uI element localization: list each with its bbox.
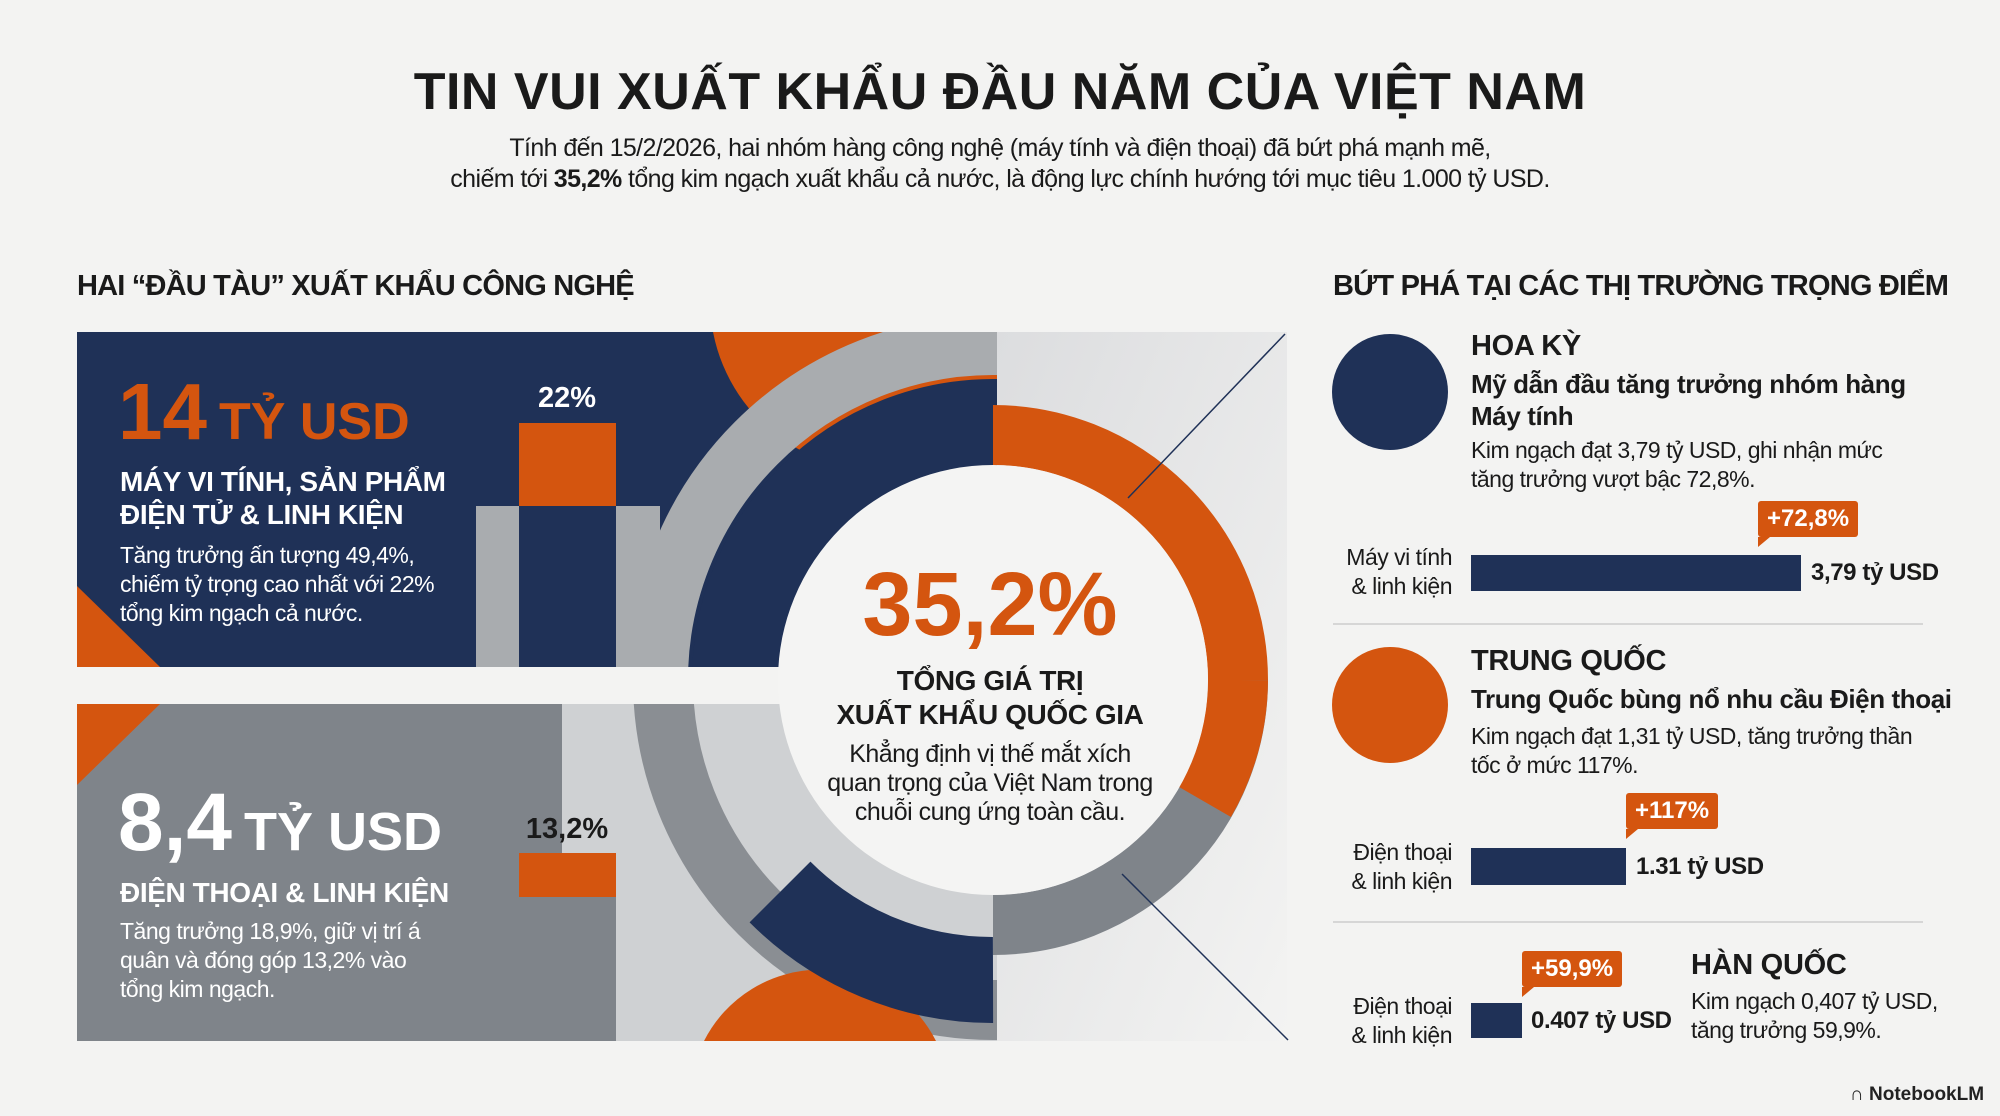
subtitle-highlight: 35,2% [553, 165, 622, 193]
notebooklm-icon: ∩ [1850, 1084, 1864, 1105]
body-line: quan trọng của Việt Nam trong [827, 769, 1153, 797]
china-bar [1471, 848, 1626, 885]
china-body: Kim ngạch đạt 1,31 tỷ USD, tăng trưởng t… [1471, 722, 1913, 780]
china-growth-badge: +117% [1626, 793, 1719, 839]
label-line: & linh kiện [1351, 1022, 1452, 1048]
divider [1333, 623, 1923, 625]
korea-country: HÀN QUỐC [1691, 949, 1847, 981]
subtitle-line-2: chiếm tới 35,2% tổng kim ngạch xuất khẩu… [0, 165, 2000, 194]
value-unit: TỶ USD [244, 802, 443, 862]
page-title: TIN VUI XUẤT KHẨU ĐẦU NĂM CỦA VIỆT NAM [413, 63, 1587, 121]
china-bar-value: 1.31 tỷ USD [1636, 853, 1764, 880]
label-line: & linh kiện [1351, 868, 1452, 894]
value-number: 14 [118, 367, 207, 456]
computers-title: MÁY VI TÍNH, SẢN PHẨM ĐIỆN TỬ & LINH KIỆN [120, 465, 446, 531]
label-line: Điện thoại [1353, 993, 1452, 1019]
china-bar-label: Điện thoại & linh kiện [1302, 838, 1452, 896]
body-line: quân và đóng góp 13,2% vào [120, 947, 407, 973]
korea-bar-label: Điện thoại & linh kiện [1302, 992, 1452, 1050]
phones-body: Tăng trưởng 18,9%, giữ vị trí á quân và đ… [120, 917, 421, 1004]
body-line: tổng kim ngạch cả nước. [120, 600, 363, 626]
center-circle [778, 465, 1208, 895]
body-line: chuỗi cung ứng toàn cầu. [854, 798, 1126, 826]
korea-bar-value: 0.407 tỷ USD [1531, 1007, 1672, 1034]
value-number: 8,4 [118, 777, 232, 868]
title-line: XUẤT KHẨU QUỐC GIA [836, 699, 1144, 730]
computers-body: Tăng trưởng ấn tượng 49,4%, chiếm tỷ trọn… [120, 541, 435, 628]
subtitle-line-1: Tính đến 15/2/2026, hai nhóm hàng công n… [509, 134, 1491, 162]
body-line: Kim ngạch đạt 1,31 tỷ USD, tăng trưởng t… [1471, 723, 1913, 749]
center-title: TỔNG GIÁ TRỊ XUẤT KHẨU QUỐC GIA [790, 664, 1190, 732]
right-section-heading: BỨT PHÁ TẠI CÁC THỊ TRƯỜNG TRỌNG ĐIỂM [1333, 270, 1949, 302]
value-unit: TỶ USD [218, 393, 410, 451]
usa-country: HOA KỲ [1471, 330, 1581, 362]
center-value: 35,2% [862, 555, 1118, 655]
center-body: Khẳng định vị thế mắt xích quan trọng của… [790, 740, 1190, 827]
korea-bar [1471, 1003, 1522, 1038]
subtitle-text: tổng kim ngạch xuất khẩu cả nước, là độn… [621, 165, 1550, 193]
usa-headline: Mỹ dẫn đầu tăng trưởng nhóm hàng Máy tính [1471, 368, 1906, 432]
share-bar-phones [519, 853, 616, 897]
notebooklm-logo: ∩ NotebookLM [1850, 1084, 1984, 1106]
headline-line: Máy tính [1471, 401, 1574, 431]
body-line: Khẳng định vị thế mắt xích [849, 740, 1131, 768]
body-line: tăng trưởng vượt bậc 72,8%. [1471, 466, 1756, 492]
divider [1333, 921, 1923, 923]
usa-body: Kim ngạch đạt 3,79 tỷ USD, ghi nhận mức t… [1471, 436, 1883, 494]
title-line: TỔNG GIÁ TRỊ [896, 665, 1084, 696]
usa-growth-badge: +72,8% [1758, 501, 1859, 547]
left-section-heading: HAI “ĐẦU TÀU” XUẤT KHẨU CÔNG NGHỆ [77, 270, 635, 302]
body-line: Tăng trưởng 18,9%, giữ vị trí á [120, 918, 421, 944]
body-line: chiếm tỷ trọng cao nhất với 22% [120, 571, 435, 597]
subtitle-text: chiếm tới [450, 165, 554, 193]
title-line: ĐIỆN TỬ & LINH KIỆN [120, 499, 404, 530]
body-line: tốc ở mức 117%. [1471, 752, 1639, 778]
label-line: Máy vi tính [1346, 544, 1452, 570]
body-line: tổng kim ngạch. [120, 976, 275, 1002]
phones-title: ĐIỆN THOẠI & LINH KIỆN [120, 877, 449, 908]
body-line: Kim ngạch đạt 3,79 tỷ USD, ghi nhận mức [1471, 437, 1883, 463]
body-line: tăng trưởng 59,9%. [1691, 1017, 1882, 1043]
label-line: Điện thoại [1353, 839, 1452, 865]
china-headline: Trung Quốc bùng nổ nhu cầu Điện thoại [1471, 684, 1952, 714]
share-bar-computers [519, 423, 616, 506]
brand-name: NotebookLM [1869, 1084, 1985, 1105]
body-line: Tăng trưởng ấn tượng 49,4%, [120, 542, 415, 568]
china-marker-circle [1332, 647, 1448, 763]
usa-marker-circle [1332, 334, 1448, 450]
china-country: TRUNG QUỐC [1471, 645, 1667, 677]
phones-value: 8,4 TỶ USD [118, 782, 442, 864]
korea-growth-badge: +59,9% [1522, 951, 1623, 997]
body-line: Kim ngạch 0,407 tỷ USD, [1691, 988, 1938, 1014]
usa-bar-value: 3,79 tỷ USD [1811, 559, 1939, 586]
usa-bar-label: Máy vi tính & linh kiện [1302, 543, 1452, 601]
korea-body: Kim ngạch 0,407 tỷ USD, tăng trưởng 59,9%… [1691, 987, 1938, 1045]
computers-value: 14 TỶ USD [118, 372, 410, 452]
phones-share-label: 13,2% [525, 813, 609, 845]
title-line: MÁY VI TÍNH, SẢN PHẨM [120, 466, 446, 497]
usa-bar [1471, 555, 1801, 591]
headline-line: Mỹ dẫn đầu tăng trưởng nhóm hàng [1471, 369, 1906, 399]
computers-share-label: 22% [537, 382, 597, 414]
label-line: & linh kiện [1351, 573, 1452, 599]
